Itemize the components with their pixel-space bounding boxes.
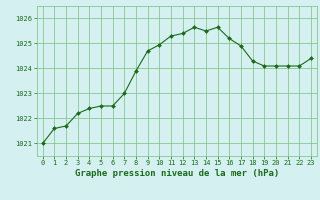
X-axis label: Graphe pression niveau de la mer (hPa): Graphe pression niveau de la mer (hPa) <box>75 169 279 178</box>
